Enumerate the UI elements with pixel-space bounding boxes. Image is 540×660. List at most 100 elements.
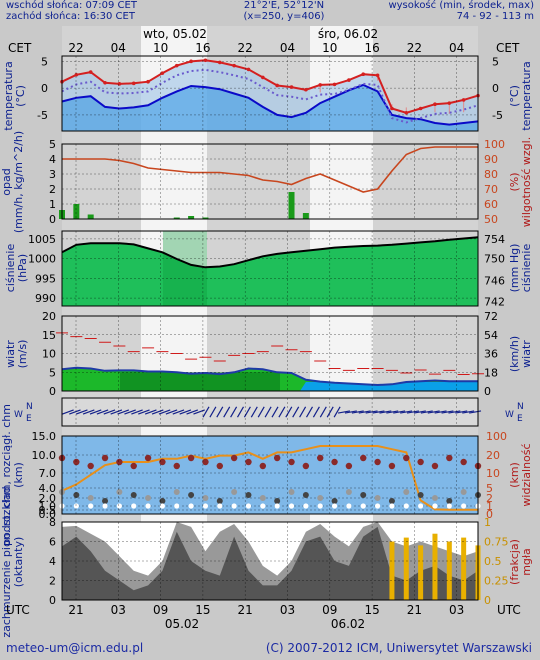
cloud-base-dot xyxy=(116,489,123,495)
cloud-base-dot xyxy=(417,492,424,498)
low-cloud-dot xyxy=(88,503,94,509)
cloudbase-tick: 2.0 xyxy=(39,492,57,505)
humidity-tick: 80 xyxy=(484,168,498,181)
cloud-top-dot xyxy=(431,462,439,470)
tz-right: CET xyxy=(496,41,520,55)
temp-point xyxy=(433,102,437,107)
temp-point xyxy=(146,79,150,84)
wind-arrow xyxy=(393,410,406,414)
fog-bar xyxy=(403,537,409,600)
wind-arrow xyxy=(358,410,371,414)
temp-point xyxy=(390,106,394,111)
cloud-top-dot xyxy=(317,454,324,462)
panel-frame xyxy=(61,230,479,307)
wind-arrow xyxy=(165,409,178,415)
cloud-base-dot xyxy=(446,498,453,504)
low-cloud-dot xyxy=(274,503,280,509)
cloud-base-dot xyxy=(188,492,195,498)
cloud-tick: 2 xyxy=(49,575,56,588)
cloud-base-dot xyxy=(102,498,109,504)
low-cloud-dot xyxy=(317,503,323,509)
wind-arrow xyxy=(292,406,300,418)
fog-ylabel-line: (frakcja) xyxy=(508,539,521,585)
humidity-tick: 90 xyxy=(484,153,498,166)
utc-left: UTC xyxy=(6,603,30,617)
day1-label: wto, 05.02 xyxy=(143,27,207,41)
cloud-ylabel: zachmurzenie pion. rozkład(oktanty) xyxy=(0,486,25,637)
pressure-ylabel-right-line: ciśnienie xyxy=(520,244,533,293)
temp-point xyxy=(261,75,265,80)
visibility-tick: 5 xyxy=(486,482,493,495)
pressure-mmhg-tick: 754 xyxy=(484,233,505,246)
cloud-top-dot xyxy=(130,462,137,470)
wind-arrow xyxy=(236,406,245,418)
temperature-line xyxy=(61,59,479,114)
cloudbase-tick: 4.0 xyxy=(39,482,57,495)
bottom-hour-6: 09 xyxy=(322,603,337,617)
cloud-top-dot xyxy=(216,462,223,470)
wind-arrow xyxy=(110,409,123,415)
cloud-base-dot xyxy=(360,492,367,498)
bottom-hour-8: 21 xyxy=(407,603,422,617)
visibility-tick: 0 xyxy=(486,508,493,521)
precip-ylabel-line: opad xyxy=(0,168,13,195)
precip-bar xyxy=(87,214,94,219)
low-cloud-dot xyxy=(245,503,252,509)
temp-ylabel-left-line: (°C) xyxy=(14,85,27,107)
low-cloud-dot xyxy=(389,503,395,509)
wind-arrow xyxy=(427,410,440,414)
wind-arrow xyxy=(89,409,102,415)
temp-point xyxy=(160,71,165,75)
low-cloud-dot xyxy=(303,503,309,509)
cloud-top-dot xyxy=(187,454,195,462)
temp-point xyxy=(246,67,251,72)
wind-tick: 0 xyxy=(49,385,56,398)
temp-point xyxy=(318,83,323,87)
temp-tick-right: -5 xyxy=(492,109,503,122)
visibility-tick: 20 xyxy=(486,449,500,462)
low-cloud-dot xyxy=(116,503,122,509)
cloud-top-dot xyxy=(101,454,109,462)
wind-arrow xyxy=(441,410,454,414)
cloud-base-dot xyxy=(431,495,438,501)
wind-strong-band xyxy=(120,372,280,391)
panel-frame xyxy=(61,397,479,427)
fog-bar xyxy=(418,545,424,600)
precip-bar xyxy=(288,192,295,219)
pressure-shade xyxy=(163,231,207,306)
compass-left-w: W xyxy=(14,410,23,420)
top-hour-0: 22 xyxy=(68,41,83,55)
fog-tick: 0.75 xyxy=(484,536,509,549)
wind-arrow xyxy=(82,409,95,415)
top-hour-7: 16 xyxy=(364,41,379,55)
humidity-ylabel-line: (%) xyxy=(508,172,521,191)
bottom-hour-1: 03 xyxy=(111,603,126,617)
visibility-tick: 2 xyxy=(486,492,493,505)
contact-email[interactable]: meteo-um@icm.edu.pl xyxy=(6,641,144,655)
wind-arrow xyxy=(379,410,392,414)
fog-tick: 1 xyxy=(484,516,491,529)
pressure-panel: 10051000995990754750746742ciśnienie(hPa)… xyxy=(4,230,533,308)
wind-arrow xyxy=(216,406,224,418)
fog-ylabel: (frakcja)mgła xyxy=(508,539,533,585)
wind-arrow xyxy=(62,409,74,415)
low-cloud-dot xyxy=(217,503,223,509)
sunrise-text: wschód słońca: 07:09 CET xyxy=(6,0,138,11)
temp-point xyxy=(217,60,222,65)
cloud-base-dot xyxy=(460,489,467,495)
altitude-values: 74 - 92 - 113 m xyxy=(457,11,534,22)
wind-arrow xyxy=(448,410,461,414)
panel-frame xyxy=(61,521,479,601)
cloud-base-dot xyxy=(288,489,295,495)
cloud-top-dot xyxy=(460,458,467,466)
precip-bar xyxy=(73,204,80,219)
temp-point xyxy=(289,85,294,89)
cloud-top-dot xyxy=(259,462,267,470)
precip-bar xyxy=(302,213,309,219)
precip-bar xyxy=(202,217,209,219)
wind-arrow xyxy=(413,410,426,414)
humidity-line xyxy=(62,146,478,193)
top-hour-4: 22 xyxy=(238,41,253,55)
compass-left-n: N xyxy=(26,402,33,412)
visibility-panel: 15.010.07.04.02.01.00.50.010020105210pod… xyxy=(0,404,533,546)
